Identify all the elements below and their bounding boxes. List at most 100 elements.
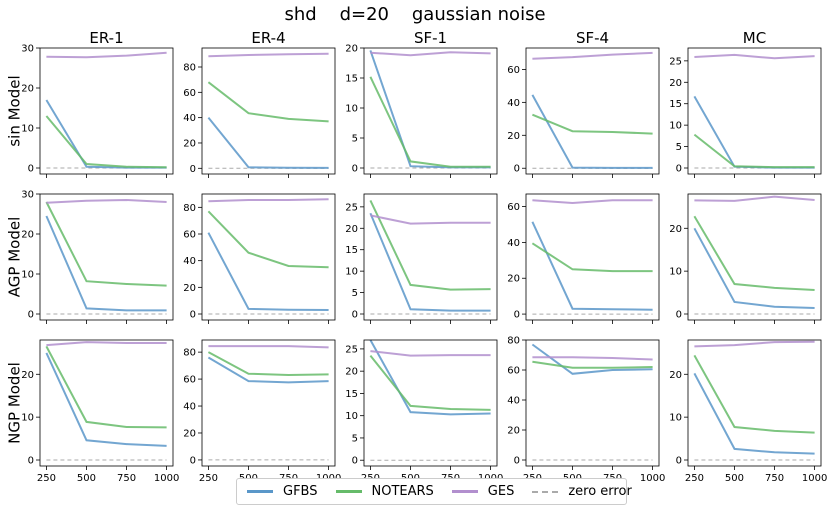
subplot-8: 0 20 40 60 [507, 193, 660, 324]
y-tick-label: 0 [676, 310, 682, 321]
series-line-gfbs [45, 352, 167, 447]
series-line-ges [370, 350, 491, 357]
y-tick-label: 25 [669, 56, 682, 67]
y-tick-label: 80 [507, 336, 520, 347]
y-tick-label: 20 [21, 84, 34, 95]
x-tick-label: 1000 [154, 473, 179, 484]
axes-frame [363, 339, 498, 467]
y-tick-label: 20 [507, 426, 520, 437]
y-tick-label: 5 [352, 134, 358, 145]
subplot-grid: 0 10 20 30 ER-1 sin Model 0 20 40 60 80 ER-4 0 5 10 15 2… [6, 29, 828, 484]
series-line-gfbs [369, 339, 491, 416]
series-line-ges [208, 198, 329, 203]
axes-frame [39, 47, 174, 175]
y-tick-label: 20 [669, 370, 682, 381]
subplot-9: 0 10 20 [669, 193, 822, 324]
legend-label-zero-error: zero error [568, 484, 632, 499]
series-line-notears [369, 354, 491, 411]
y-tick-label: 80 [183, 348, 196, 359]
y-tick-label: 15 [345, 74, 358, 85]
subplot-0: 0 10 20 30 ER-1 sin Model [6, 29, 174, 178]
x-tick-label: 1000 [640, 473, 665, 484]
series-line-notears [693, 354, 815, 434]
y-tick-label: 30 [21, 44, 34, 55]
axes-frame [525, 339, 660, 467]
legend-item-ges: GES [451, 484, 515, 499]
axes-frame [687, 47, 822, 175]
axes-frame [363, 47, 498, 175]
y-tick-label: 0 [676, 456, 682, 467]
y-tick-label: 25 [345, 344, 358, 355]
series-line-gfbs [531, 94, 653, 169]
row-label: NGP Model [6, 362, 24, 444]
x-tick-label: 750 [117, 473, 136, 484]
series-line-gfbs [693, 372, 815, 455]
subplot-6: 0 20 40 60 80 [183, 193, 336, 324]
legend-item-notears: NOTEARS [335, 484, 434, 499]
y-tick-label: 5 [676, 142, 682, 153]
series-line-ges [370, 214, 491, 225]
y-tick-label: 5 [352, 433, 358, 444]
column-title: ER-4 [251, 29, 285, 47]
series-line-notears [369, 76, 491, 168]
series-line-gfbs [369, 212, 491, 312]
subplot-3: 0 20 40 60 SF-4 [507, 29, 660, 178]
x-tick-label: 750 [765, 473, 784, 484]
column-title: ER-1 [89, 29, 123, 47]
y-tick-label: 20 [21, 370, 34, 381]
legend-label-ges: GES [487, 484, 515, 499]
x-tick-label: 1000 [802, 473, 827, 484]
column-title: SF-1 [414, 29, 447, 47]
row-label: sin Model [6, 75, 24, 146]
y-tick-label: 0 [514, 310, 520, 321]
y-tick-label: 60 [507, 202, 520, 213]
legend-item-gfbs: GFBS [247, 484, 318, 499]
x-tick-label: 500 [725, 473, 744, 484]
series-line-ges [46, 198, 167, 204]
y-tick-label: 10 [669, 413, 682, 424]
y-tick-label: 20 [669, 224, 682, 235]
axes-frame [525, 47, 660, 175]
legend-swatch-notears [335, 490, 362, 493]
y-tick-label: 10 [345, 104, 358, 115]
series-line-gfbs [45, 215, 167, 312]
series-line-notears [532, 113, 653, 135]
y-tick-label: 0 [352, 164, 358, 175]
legend-label-gfbs: GFBS [283, 484, 318, 499]
y-tick-label: 10 [21, 124, 34, 135]
y-tick-label: 0 [190, 310, 196, 321]
series-line-ges [46, 341, 167, 347]
series-line-ges [532, 356, 653, 361]
subplot-4: 0 5 10 15 20 25 MC [669, 29, 822, 178]
subplot-12: 05101520252505007501000 [345, 339, 503, 484]
y-tick-label: 0 [352, 310, 358, 321]
axes-frame [201, 47, 336, 175]
y-tick-label: 20 [345, 224, 358, 235]
series-line-notears [693, 215, 815, 291]
y-tick-label: 0 [190, 164, 196, 175]
series-line-ges [532, 51, 653, 60]
y-tick-label: 0 [514, 164, 520, 175]
y-tick-label: 15 [345, 245, 358, 256]
y-tick-label: 0 [514, 456, 520, 467]
row-label: AGP Model [6, 217, 24, 297]
subplot-11: 0204060802505007501000 [183, 339, 341, 484]
x-tick-label: 250 [37, 473, 56, 484]
axes-frame [687, 193, 822, 321]
y-tick-label: 20 [21, 230, 34, 241]
figure-title: shd d=20 gaussian noise [284, 4, 545, 25]
y-tick-label: 20 [345, 367, 358, 378]
series-line-gfbs [369, 50, 491, 169]
y-tick-label: 30 [21, 190, 34, 201]
series-line-gfbs [45, 99, 167, 169]
legend-label-notears: NOTEARS [371, 484, 434, 499]
y-tick-label: 20 [183, 138, 196, 149]
y-tick-label: 60 [183, 88, 196, 99]
y-tick-label: 20 [345, 44, 358, 55]
y-tick-label: 0 [28, 310, 34, 321]
series-line-ges [208, 52, 329, 58]
subplot-10: 0 10 20 250 500 750 1000 NGP Model [6, 339, 179, 484]
series-line-notears [531, 242, 653, 273]
series-line-notears [693, 133, 815, 169]
